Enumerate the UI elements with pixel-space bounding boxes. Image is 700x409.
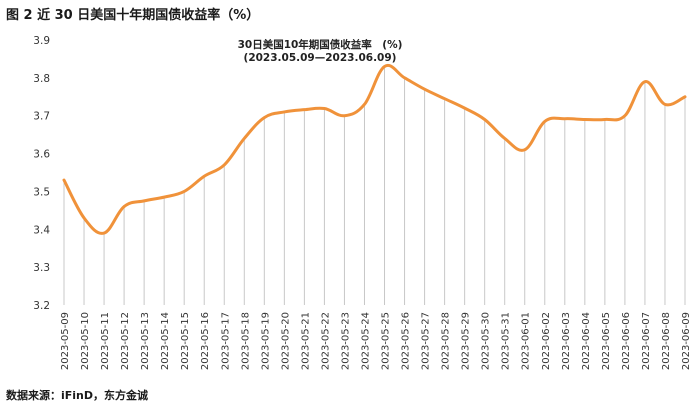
- x-tick-label: 2023-05-22: [320, 312, 331, 370]
- x-tick-label: 2023-05-26: [401, 312, 412, 370]
- x-tick-label: 2023-06-07: [641, 312, 652, 370]
- x-axis: 2023-05-09 2023-05-10 2023-05-11 2023-05-12…: [60, 312, 692, 370]
- x-tick-label: 2023-05-23: [340, 312, 351, 370]
- x-tick-label: 2023-05-24: [360, 312, 371, 370]
- x-tick-label: 2023-05-21: [300, 312, 311, 370]
- x-tick-label: 2023-05-13: [140, 312, 151, 370]
- x-tick-label: 2023-06-09: [681, 312, 692, 370]
- x-tick-label: 2023-06-08: [661, 312, 672, 370]
- figure-title: 图 2 近 30 日美国十年期国债收益率（%）: [6, 8, 260, 23]
- y-tick-label: 3.6: [33, 149, 50, 161]
- y-axis: 3.2 3.3 3.4 3.5 3.6 3.7 3.8 3.9: [33, 35, 50, 312]
- x-tick-label: 2023-05-14: [160, 312, 171, 370]
- x-tick-label: 2023-05-19: [260, 312, 271, 370]
- y-tick-label: 3.7: [33, 111, 50, 123]
- x-tick-label: 2023-05-29: [461, 312, 472, 370]
- series-line: [62, 63, 687, 235]
- y-tick-label: 3.8: [33, 73, 50, 85]
- x-tick-label: 2023-05-30: [481, 312, 492, 370]
- x-tick-label: 2023-05-17: [220, 312, 231, 370]
- x-tick-label: 2023-05-11: [100, 312, 111, 370]
- y-tick-label: 3.4: [33, 224, 50, 236]
- x-tick-label: 2023-05-20: [280, 312, 291, 370]
- x-tick-label: 2023-05-16: [200, 312, 211, 370]
- x-tick-label: 2023-05-09: [60, 312, 71, 370]
- y-tick-label: 3.9: [33, 35, 50, 47]
- x-tick-label: 2023-06-05: [601, 312, 612, 370]
- y-tick-label: 3.3: [33, 262, 50, 274]
- x-tick-label: 2023-05-12: [120, 312, 131, 370]
- x-tick-label: 2023-05-18: [240, 312, 251, 370]
- x-tick-label: 2023-05-28: [441, 312, 452, 370]
- x-tick-label: 2023-05-15: [180, 312, 191, 370]
- x-tick-label: 2023-05-25: [381, 312, 392, 370]
- chart-subtitle: (2023.05.09—2023.06.09): [244, 52, 397, 64]
- y-tick-label: 3.5: [33, 186, 50, 198]
- x-tick-label: 2023-05-10: [80, 312, 91, 370]
- x-tick-label: 2023-06-02: [541, 312, 552, 370]
- x-tick-label: 2023-06-06: [621, 312, 632, 370]
- x-tick-label: 2023-06-01: [521, 312, 532, 370]
- x-tick-label: 2023-05-31: [501, 312, 512, 370]
- chart-title: 30日美国10年期国债收益率 (%): [238, 38, 403, 51]
- source-note: 数据来源：iFinD，东方金诚: [6, 389, 149, 402]
- x-tick-label: 2023-06-04: [581, 312, 592, 370]
- drop-lines: [63, 66, 686, 305]
- y-tick-label: 3.2: [33, 300, 50, 312]
- x-tick-label: 2023-06-03: [561, 312, 572, 370]
- x-tick-label: 2023-05-27: [421, 312, 432, 370]
